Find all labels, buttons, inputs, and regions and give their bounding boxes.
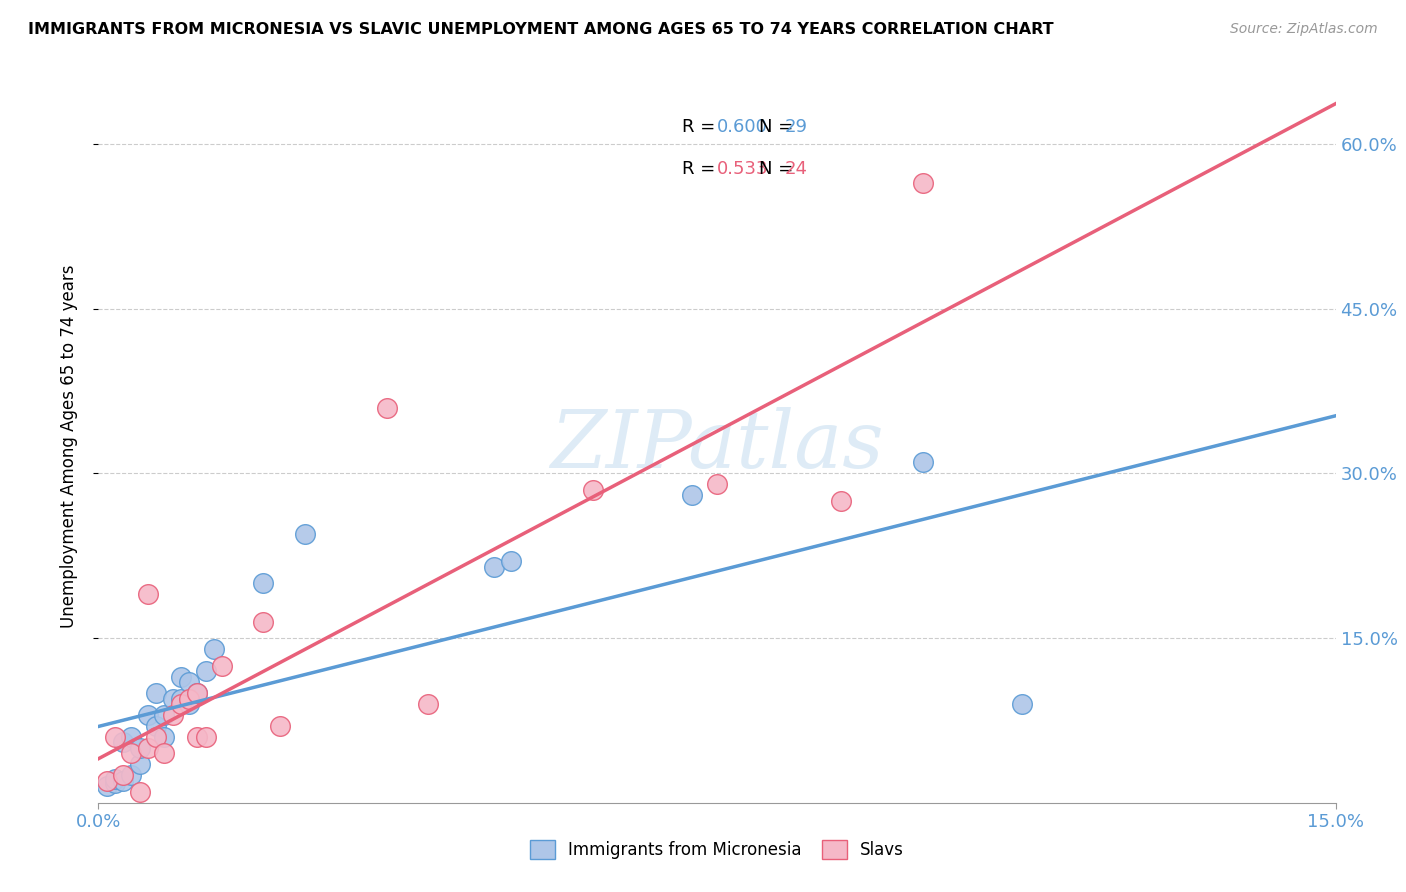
Point xyxy=(582,483,605,497)
Point xyxy=(211,658,233,673)
Point xyxy=(179,691,201,706)
Point xyxy=(104,776,127,790)
Point xyxy=(136,708,159,723)
Text: N =: N = xyxy=(759,161,799,178)
Point xyxy=(120,768,142,782)
Point xyxy=(1011,697,1033,711)
Point xyxy=(112,768,135,782)
Legend: Immigrants from Micronesia, Slavs: Immigrants from Micronesia, Slavs xyxy=(523,834,911,866)
Point xyxy=(194,664,217,678)
Text: IMMIGRANTS FROM MICRONESIA VS SLAVIC UNEMPLOYMENT AMONG AGES 65 TO 74 YEARS CORR: IMMIGRANTS FROM MICRONESIA VS SLAVIC UNE… xyxy=(28,22,1053,37)
Text: R =: R = xyxy=(682,161,721,178)
Point xyxy=(120,730,142,744)
Point xyxy=(120,747,142,761)
Text: 0.600: 0.600 xyxy=(717,118,768,136)
Text: ZIPatlas: ZIPatlas xyxy=(550,408,884,484)
Point xyxy=(252,576,274,591)
Point xyxy=(145,730,167,744)
Text: 29: 29 xyxy=(785,118,807,136)
Point xyxy=(96,780,118,794)
Point xyxy=(484,559,506,574)
Point xyxy=(375,401,398,415)
Text: N =: N = xyxy=(759,118,799,136)
Point xyxy=(104,772,127,786)
Point xyxy=(153,747,176,761)
Point xyxy=(418,697,440,711)
Point xyxy=(128,757,150,772)
Point xyxy=(186,686,208,700)
Point xyxy=(179,675,201,690)
Point xyxy=(830,494,852,508)
Point xyxy=(153,730,176,744)
Y-axis label: Unemployment Among Ages 65 to 74 years: Unemployment Among Ages 65 to 74 years xyxy=(59,264,77,628)
Point xyxy=(194,730,217,744)
Point xyxy=(112,773,135,788)
Text: 24: 24 xyxy=(785,161,807,178)
Point xyxy=(145,686,167,700)
Point xyxy=(170,697,193,711)
Point xyxy=(145,719,167,733)
Point xyxy=(136,587,159,601)
Point xyxy=(252,615,274,629)
Point xyxy=(186,730,208,744)
Point xyxy=(112,735,135,749)
Text: 0.533: 0.533 xyxy=(717,161,769,178)
Point xyxy=(202,642,225,657)
Point xyxy=(104,730,127,744)
Text: Source: ZipAtlas.com: Source: ZipAtlas.com xyxy=(1230,22,1378,37)
Point xyxy=(186,686,208,700)
Point xyxy=(170,691,193,706)
Point xyxy=(170,669,193,683)
Point xyxy=(294,526,316,541)
Point xyxy=(162,708,184,723)
Point xyxy=(269,719,291,733)
Point xyxy=(128,740,150,755)
Point xyxy=(153,708,176,723)
Point xyxy=(96,773,118,788)
Point xyxy=(912,455,935,469)
Point xyxy=(499,554,522,568)
Point xyxy=(162,691,184,706)
Point xyxy=(179,697,201,711)
Point xyxy=(912,176,935,190)
Point xyxy=(706,477,728,491)
Point xyxy=(128,785,150,799)
Text: R =: R = xyxy=(682,118,721,136)
Point xyxy=(136,740,159,755)
Point xyxy=(681,488,703,502)
